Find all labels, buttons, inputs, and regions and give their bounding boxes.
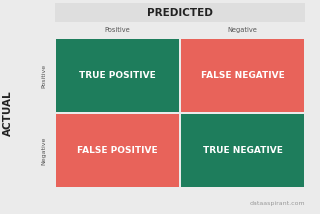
Bar xyxy=(56,39,179,112)
Bar xyxy=(181,114,304,187)
Text: Negative: Negative xyxy=(42,136,46,165)
Text: PREDICTED: PREDICTED xyxy=(147,7,213,18)
Text: Negative: Negative xyxy=(228,27,257,33)
Bar xyxy=(181,39,304,112)
Text: Positive: Positive xyxy=(42,63,46,88)
Bar xyxy=(56,114,179,187)
Text: TRUE POSITIVE: TRUE POSITIVE xyxy=(79,71,156,80)
Text: ACTUAL: ACTUAL xyxy=(3,90,13,136)
Text: FALSE POSITIVE: FALSE POSITIVE xyxy=(77,146,158,155)
Bar xyxy=(55,3,305,22)
Text: dataaspirant.com: dataaspirant.com xyxy=(249,202,305,207)
Text: TRUE NEGATIVE: TRUE NEGATIVE xyxy=(203,146,283,155)
Text: FALSE NEGATIVE: FALSE NEGATIVE xyxy=(201,71,284,80)
Text: Positive: Positive xyxy=(105,27,130,33)
